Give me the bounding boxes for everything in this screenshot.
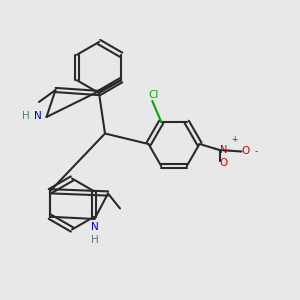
- Text: N: N: [220, 145, 227, 155]
- Text: H: H: [22, 110, 29, 121]
- Text: Cl: Cl: [148, 90, 159, 100]
- Text: +: +: [231, 135, 237, 144]
- Text: N: N: [91, 222, 98, 233]
- Text: H: H: [91, 235, 98, 245]
- Text: -: -: [255, 147, 258, 156]
- Text: N: N: [34, 110, 42, 121]
- Text: O: O: [242, 146, 250, 157]
- Text: O: O: [219, 158, 228, 169]
